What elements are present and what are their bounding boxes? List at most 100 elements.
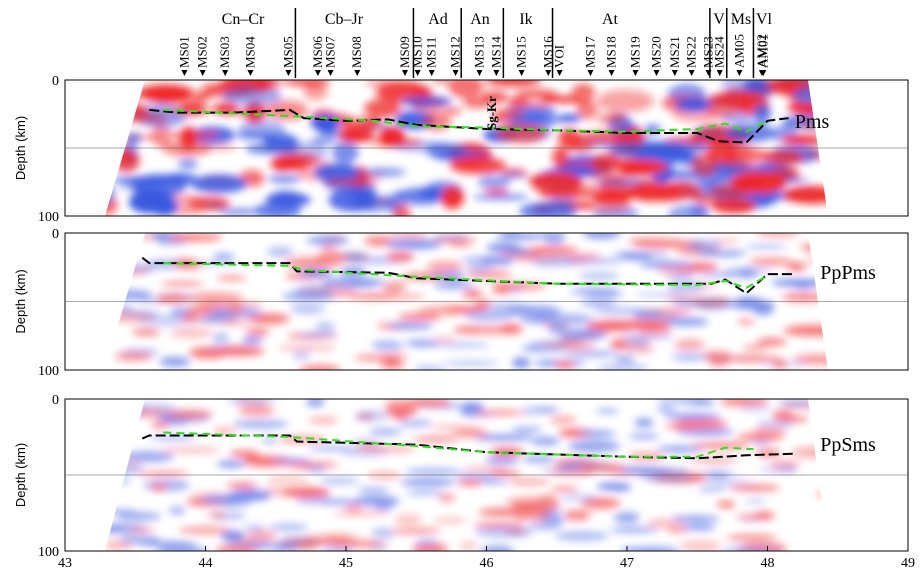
texture-blob [354,410,390,422]
texture-blob [238,405,275,417]
x-tick-label: 43 [58,556,72,571]
texture-blob [815,491,828,497]
texture [105,399,828,551]
station-marker [760,70,767,76]
texture-blob [721,80,767,93]
station-label: MS15 [514,36,529,68]
texture-blob [433,517,467,524]
texture-blob [670,180,692,189]
texture-blob [745,498,767,504]
texture-blob [248,80,282,92]
texture-blob [616,159,668,176]
texture-blob [367,471,401,480]
station-label: MS01 [176,36,191,68]
texture-blob [731,170,787,194]
texture-blob [537,495,558,501]
texture-blob [114,351,153,361]
texture-blob [620,334,674,339]
texture-blob [190,174,248,194]
texture-blob [208,511,227,520]
texture-blob [493,282,547,290]
texture-blob [511,426,543,433]
y-axis-label: Depth (km) [13,443,28,507]
texture-blob [726,534,778,541]
texture-blob [105,80,139,97]
texture-blob [342,251,368,263]
x-tick-label: 48 [761,556,775,571]
texture-blob [671,148,694,158]
texture-blob [606,141,654,158]
texture-blob [537,191,596,198]
texture-blob [414,538,439,546]
texture-blob [306,234,349,247]
texture-blob [626,339,650,348]
station-label: MS10 [410,36,425,68]
texture-blob [439,151,490,157]
texture-blob [460,402,484,414]
texture-blob [105,183,116,204]
texture-blob [626,237,658,243]
texture-blob [188,196,231,211]
texture-blob [448,80,484,99]
station-label: MS20 [649,36,664,68]
texture-blob [430,236,478,244]
texture-blob [680,540,722,551]
texture-blob [168,506,186,516]
texture-blob [392,203,411,216]
texture-blob [416,308,461,317]
texture-blob [364,80,420,87]
texture-blob [622,345,655,354]
station-marker [402,70,409,76]
texture-blob [453,325,514,335]
texture-blob [178,526,233,535]
texture-blob [227,489,272,502]
texture-blob [116,269,150,274]
texture-blob [105,524,117,532]
station-marker [414,70,421,76]
station-label: AM02 [754,34,769,68]
texture-blob [124,310,161,318]
texture-blob [776,400,823,406]
texture-blob [287,259,342,271]
texture-blob [667,528,689,533]
texture-blob [619,252,653,261]
texture-blob [105,105,144,112]
texture [105,80,828,216]
station-label: AM05 [731,34,746,68]
texture-blob [105,142,129,152]
texture-blob [105,105,121,122]
texture-blob [513,502,559,512]
station-label: MS05 [280,36,295,68]
texture-blob [808,88,828,93]
texture-blob [566,141,594,153]
texture-blob [193,91,212,101]
texture-blob [800,242,828,253]
station-marker [632,70,639,76]
texture-blob [700,123,725,133]
texture-blob [213,102,239,115]
texture-blob [686,239,722,252]
station-label: MS13 [471,36,486,68]
texture-blob [756,338,787,346]
texture-blob [737,267,758,279]
station-label: MS04 [242,36,257,68]
texture-blob [793,354,828,365]
texture-blob [524,174,580,182]
texture-blob [137,84,195,102]
texture-blob [266,246,294,258]
texture-blob [563,509,591,521]
texture-blob [558,113,582,123]
texture-blob [310,114,341,132]
texture-blob [507,478,550,486]
texture-blob [674,339,705,350]
texture-blob [562,350,621,357]
texture-blob [348,181,376,199]
texture-blob [651,467,690,472]
station-label: MS12 [448,36,463,68]
texture-blob [315,322,335,331]
region-label: Ms [731,11,751,28]
texture-blob [529,340,567,347]
texture-blob [516,100,552,108]
texture-blob [132,328,161,336]
texture-blob [412,543,448,551]
